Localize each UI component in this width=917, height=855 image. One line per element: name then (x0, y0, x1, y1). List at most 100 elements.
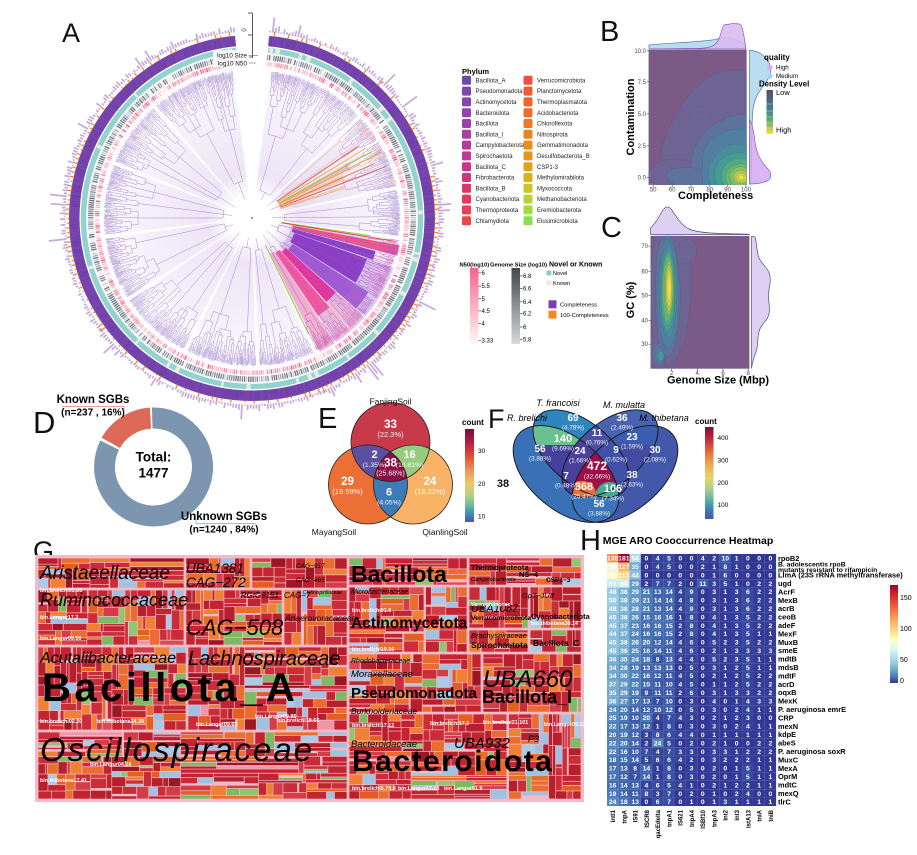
svg-text:1: 1 (735, 564, 739, 571)
svg-text:3: 3 (712, 707, 716, 714)
svg-text:2: 2 (690, 740, 694, 747)
svg-text:(10.81%): (10.81%) (396, 462, 424, 469)
svg-text:2: 2 (735, 665, 739, 672)
svg-text:4: 4 (656, 564, 660, 571)
svg-text:0: 0 (701, 766, 705, 773)
svg-text:Elusimicrobiota: Elusimicrobiota (537, 219, 578, 225)
svg-text:22: 22 (609, 740, 617, 747)
svg-text:6: 6 (746, 589, 750, 596)
svg-text:0: 0 (701, 690, 705, 697)
svg-text:4: 4 (678, 782, 682, 789)
svg-text:P. aeruginosa soxR: P. aeruginosa soxR (778, 747, 846, 756)
svg-text:tnpA1: tnpA1 (667, 809, 673, 827)
svg-text:bin.brelichi03.96: bin.brelichi03.96 (40, 588, 82, 594)
svg-text:mdtB: mdtB (778, 655, 797, 664)
svg-text:(0.48%): (0.48%) (555, 483, 577, 490)
svg-text:22: 22 (631, 673, 639, 680)
svg-text:0: 0 (701, 598, 705, 605)
svg-text:85: 85 (609, 572, 617, 579)
svg-text:1: 1 (723, 648, 727, 655)
svg-text:C: C (601, 212, 622, 244)
svg-text:1: 1 (769, 656, 773, 663)
svg-text:Fibrobacterota: Fibrobacterota (476, 176, 515, 182)
svg-text:0: 0 (769, 715, 773, 722)
svg-text:5: 5 (690, 707, 694, 714)
svg-text:3: 3 (746, 648, 750, 655)
svg-text:35: 35 (631, 564, 639, 571)
svg-text:2: 2 (757, 614, 761, 621)
svg-text:0: 0 (769, 564, 773, 571)
svg-text:log10 N50: log10 N50 (218, 61, 248, 68)
svg-text:6.4: 6.4 (523, 300, 532, 306)
svg-text:8: 8 (690, 598, 694, 605)
svg-text:qacEdelta: qacEdelta (656, 809, 662, 838)
svg-text:2.5: 2.5 (638, 144, 647, 150)
svg-text:14: 14 (654, 598, 662, 605)
svg-text:4: 4 (645, 782, 649, 789)
svg-text:2: 2 (757, 623, 761, 630)
svg-text:56: 56 (593, 499, 605, 510)
svg-text:4: 4 (678, 589, 682, 596)
svg-text:N50(log10): N50(log10) (460, 263, 490, 269)
svg-text:tnpA: tnpA (622, 809, 628, 823)
svg-text:0: 0 (690, 564, 694, 571)
svg-text:High: High (776, 65, 789, 72)
svg-text:3: 3 (712, 757, 716, 764)
svg-text:3: 3 (769, 648, 773, 655)
svg-text:2: 2 (723, 640, 727, 647)
svg-text:44: 44 (609, 631, 617, 638)
svg-text:28: 28 (620, 665, 628, 672)
svg-text:3: 3 (690, 774, 694, 781)
svg-text:2: 2 (769, 749, 773, 756)
svg-text:Planctomycetota: Planctomycetota (537, 89, 582, 95)
svg-text:19: 19 (620, 732, 628, 739)
svg-text:14: 14 (665, 640, 673, 647)
svg-text:65: 65 (609, 581, 617, 588)
svg-text:24: 24 (654, 740, 662, 747)
svg-text:bin.Langur17.13: bin.Langur17.13 (398, 786, 439, 792)
svg-text:16: 16 (609, 782, 617, 789)
svg-text:4: 4 (678, 640, 682, 647)
svg-text:15: 15 (620, 757, 628, 764)
svg-text:3: 3 (712, 690, 716, 697)
svg-text:4: 4 (701, 556, 705, 563)
svg-text:(9.69%): (9.69%) (552, 446, 574, 453)
svg-text:Genome Size (Mbp): Genome Size (Mbp) (667, 375, 769, 387)
svg-text:2: 2 (757, 749, 761, 756)
svg-text:3: 3 (746, 715, 750, 722)
svg-text:12: 12 (643, 707, 651, 714)
svg-text:CAG−272: CAG−272 (186, 575, 246, 590)
svg-text:2: 2 (757, 740, 761, 747)
svg-text:Vermiphilaceae: Vermiphilaceae (471, 602, 510, 608)
svg-text:5: 5 (690, 665, 694, 672)
svg-text:CAG−7: CAG−7 (284, 591, 311, 600)
svg-text:38: 38 (620, 640, 628, 647)
svg-text:100-Completeness: 100-Completeness (560, 313, 609, 319)
svg-text:4: 4 (678, 648, 682, 655)
svg-text:(1.35%): (1.35%) (363, 462, 387, 469)
svg-text:E: E (318, 403, 337, 435)
svg-text:2: 2 (769, 606, 773, 613)
svg-text:Gemmatimonadota: Gemmatimonadota (537, 143, 589, 149)
svg-text:3: 3 (757, 648, 761, 655)
svg-text:20: 20 (643, 640, 651, 647)
svg-text:10: 10 (478, 514, 486, 521)
svg-text:15: 15 (643, 682, 651, 689)
svg-text:3: 3 (735, 589, 739, 596)
svg-text:25: 25 (631, 648, 639, 655)
svg-text:10: 10 (631, 749, 639, 756)
svg-text:7: 7 (645, 749, 649, 756)
svg-text:2: 2 (757, 640, 761, 647)
svg-text:34: 34 (609, 665, 617, 672)
svg-text:mexQ: mexQ (778, 789, 799, 798)
svg-text:Contamination: Contamination (625, 78, 637, 155)
svg-text:0: 0 (645, 564, 649, 571)
svg-text:1: 1 (735, 556, 739, 563)
svg-text:Acutalibacteraceae: Acutalibacteraceae (39, 650, 176, 667)
svg-text:Completeness: Completeness (560, 303, 597, 309)
svg-text:0: 0 (667, 572, 671, 579)
svg-text:1: 1 (723, 589, 727, 596)
svg-text:4: 4 (690, 656, 694, 663)
svg-text:1: 1 (769, 631, 773, 638)
svg-text:Actinomycetota: Actinomycetota (351, 615, 468, 632)
